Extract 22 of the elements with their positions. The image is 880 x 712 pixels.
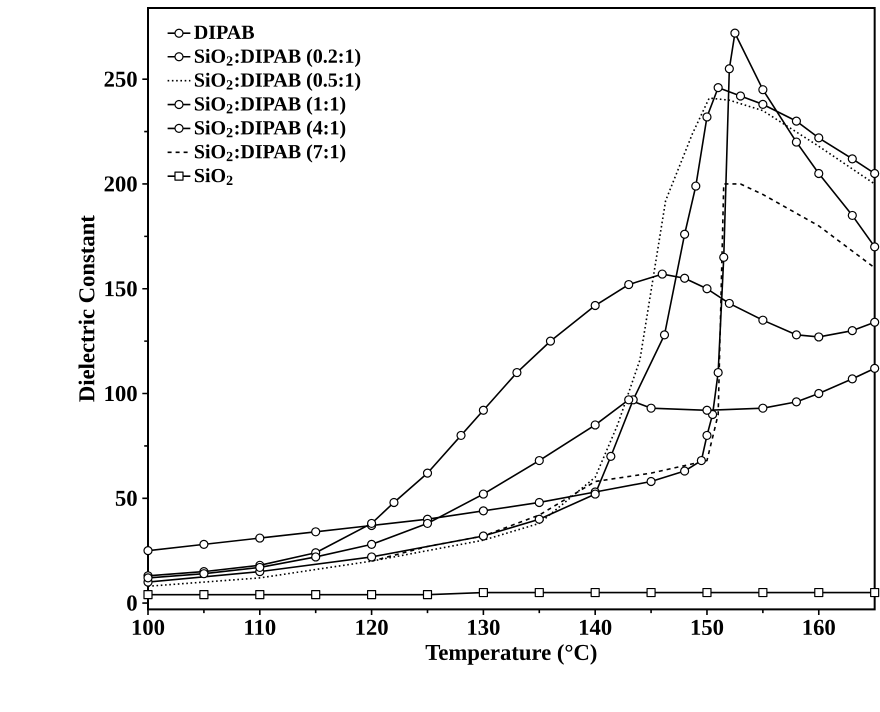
y-tick-label: 150 xyxy=(105,281,137,296)
y-tick-label: 100 xyxy=(105,386,137,402)
x-tick-label: 100 xyxy=(132,620,164,636)
y-tick-label: 50 xyxy=(116,490,137,506)
legend-label: SiO$_{2}$:DIPAB (0.5:1) xyxy=(194,72,360,91)
legend-label: SiO$_{2}$:DIPAB (0.2:1) xyxy=(194,48,360,67)
x-axis-title: Temperature (°C) xyxy=(426,644,596,665)
y-axis-title: Dielectric Constant xyxy=(78,215,94,402)
x-tick-label: 150 xyxy=(692,620,724,636)
x-tick-label: 120 xyxy=(356,620,388,636)
legend-label: SiO$_{2}$:DIPAB (7:1) xyxy=(194,144,346,162)
y-tick-label: 200 xyxy=(104,176,137,192)
x-tick-label: 140 xyxy=(580,620,612,636)
x-tick-label: 110 xyxy=(245,620,276,636)
legend-label: DIPAB xyxy=(194,26,254,39)
legend-label: SiO$_{2}$:DIPAB (1:1) xyxy=(194,96,346,115)
x-tick-label: 130 xyxy=(468,620,500,636)
legend-label: SiO$_{2}$ xyxy=(194,168,232,185)
y-tick-label: 250 xyxy=(104,72,137,87)
legend-label: SiO$_{2}$:DIPAB (4:1) xyxy=(194,120,346,139)
y-tick-label: 0 xyxy=(127,595,137,611)
x-tick-label: 160 xyxy=(804,620,835,636)
